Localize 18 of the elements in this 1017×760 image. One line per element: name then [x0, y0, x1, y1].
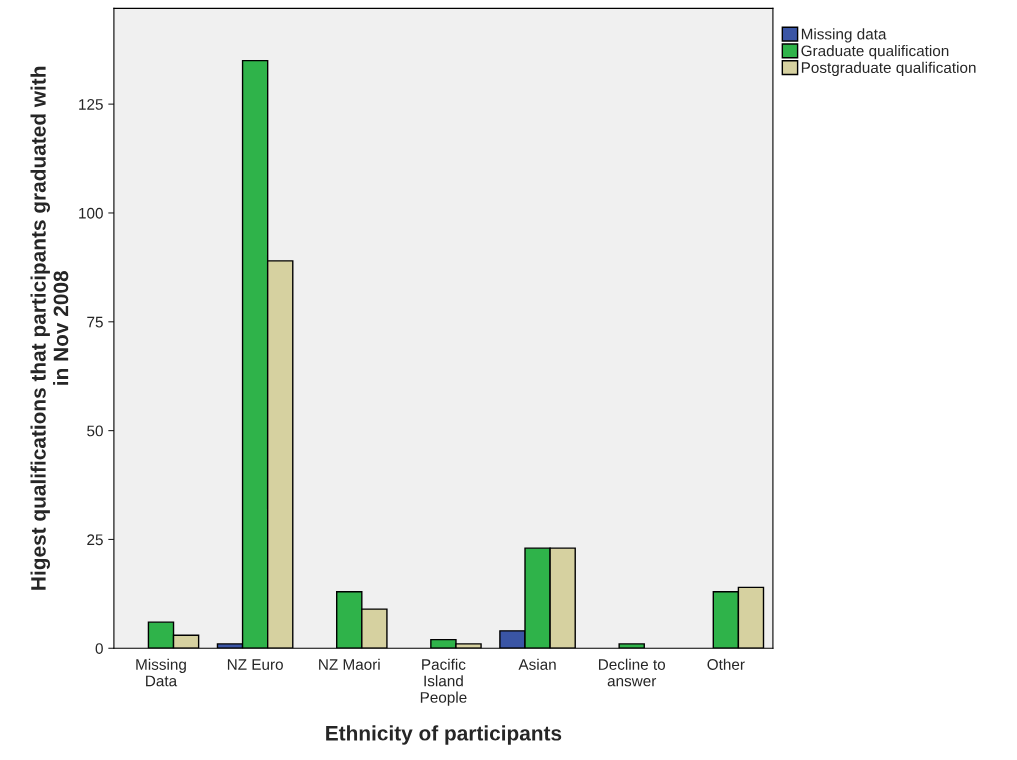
y-tick-label: 75 — [87, 316, 103, 328]
x-tick-label: Asian — [518, 658, 556, 670]
x-tick-label: Decline to answer — [598, 658, 666, 687]
y-tick-label: 50 — [87, 425, 103, 437]
x-tick-label: NZ Euro — [227, 659, 283, 670]
y-tick-label: 0 — [95, 643, 103, 654]
y-tick-label: 100 — [79, 207, 103, 219]
x-tick-label: Pacific Island People — [420, 658, 467, 706]
x-tick-label: NZ Maori — [319, 658, 380, 670]
legend-label: Missing data — [801, 28, 887, 43]
y-tick-label: 125 — [79, 99, 103, 110]
x-tick-label: Missing Data — [136, 658, 186, 687]
y-tick-label: 25 — [87, 534, 103, 546]
x-tick-label: Other — [707, 658, 745, 670]
y-axis-title: Higest qualifications that participants graduated with in Nov 2008 — [30, 66, 69, 590]
legend-label: Graduate qualification — [801, 45, 949, 60]
x-axis-title: Ethnicity of participants — [326, 725, 562, 745]
legend-label: Postgraduate qualification — [801, 61, 976, 77]
